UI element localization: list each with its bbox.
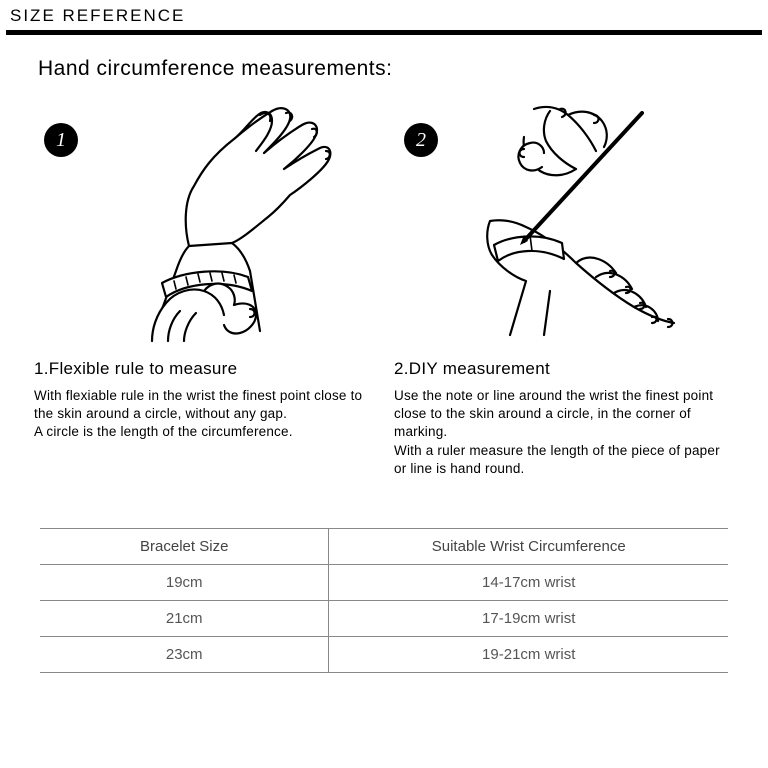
header-title: SIZE REFERENCE — [0, 0, 768, 30]
hand-paper-strip-mark-icon — [394, 91, 734, 351]
step-1-title: 1.Flexible rule to measure — [34, 359, 374, 379]
step-2-body: Use the note or line around the wrist th… — [394, 387, 734, 478]
step-1-illustration: 1 — [34, 91, 374, 351]
cell-size: 23cm — [40, 637, 329, 673]
col-wrist-circumference: Suitable Wrist Circumference — [329, 529, 728, 565]
cell-size: 19cm — [40, 565, 329, 601]
table-row: 21cm 17-19cm wrist — [40, 601, 728, 637]
step-2-title: 2.DIY measurement — [394, 359, 734, 379]
step-2: 2 — [394, 91, 734, 478]
table-header-row: Bracelet Size Suitable Wrist Circumferen… — [40, 529, 728, 565]
col-bracelet-size: Bracelet Size — [40, 529, 329, 565]
steps-row: 1 — [0, 91, 768, 478]
cell-circumference: 14-17cm wrist — [329, 565, 728, 601]
cell-circumference: 17-19cm wrist — [329, 601, 728, 637]
section-title: Hand circumference measurements: — [0, 35, 768, 91]
step-2-illustration: 2 — [394, 91, 734, 351]
table-row: 19cm 14-17cm wrist — [40, 565, 728, 601]
cell-size: 21cm — [40, 601, 329, 637]
step-1: 1 — [34, 91, 374, 478]
step-1-body: With flexiable rule in the wrist the fin… — [34, 387, 374, 442]
size-table: Bracelet Size Suitable Wrist Circumferen… — [40, 528, 728, 673]
hand-ruler-measure-icon — [34, 91, 374, 351]
cell-circumference: 19-21cm wrist — [329, 637, 728, 673]
table-row: 23cm 19-21cm wrist — [40, 637, 728, 673]
